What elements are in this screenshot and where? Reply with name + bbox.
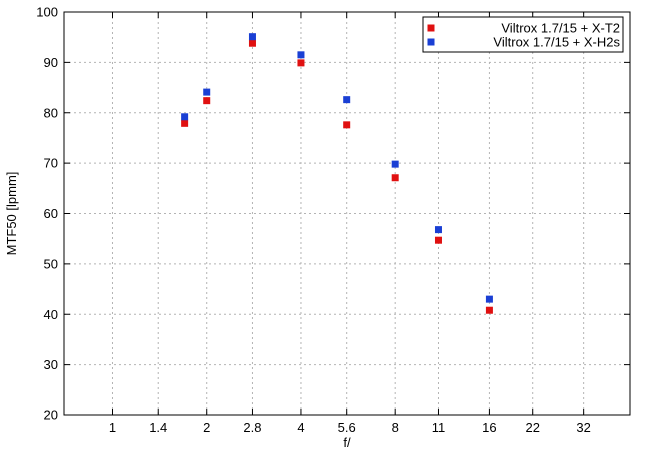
- data-point-series-1: [181, 113, 189, 121]
- y-tick-label: 60: [44, 206, 58, 221]
- x-tick-label: 2: [203, 420, 210, 435]
- x-tick-label: 4: [297, 420, 304, 435]
- y-tick-label: 30: [44, 357, 58, 372]
- data-point-series-1: [297, 51, 305, 59]
- x-tick-label: 1.4: [149, 420, 167, 435]
- data-point-series-0: [203, 97, 211, 105]
- x-tick-label: 5.6: [338, 420, 356, 435]
- data-point-series-0: [391, 174, 399, 182]
- legend-marker-x-t2: [427, 24, 435, 32]
- y-tick-label: 40: [44, 307, 58, 322]
- y-tick-label: 90: [44, 55, 58, 70]
- x-axis-label: f/: [343, 435, 351, 450]
- data-points: [181, 33, 493, 314]
- legend-label-x-t2: Viltrox 1.7/15 + X-T2: [501, 21, 620, 36]
- data-point-series-1: [434, 226, 442, 234]
- x-tick-label: 22: [525, 420, 539, 435]
- legend-marker-x-h2s: [427, 38, 435, 46]
- y-tick-label: 80: [44, 105, 58, 120]
- y-tick-label: 100: [36, 5, 58, 20]
- data-point-series-0: [181, 119, 189, 127]
- x-tick-label: 16: [482, 420, 496, 435]
- x-tick-label: 1: [109, 420, 116, 435]
- data-point-series-1: [485, 295, 493, 303]
- y-tick-label: 20: [44, 408, 58, 423]
- data-point-series-0: [434, 236, 442, 244]
- y-axis-label: MTF50 [lpmm]: [4, 172, 19, 256]
- data-point-series-1: [203, 88, 211, 96]
- data-point-series-0: [297, 59, 305, 67]
- y-tick-label: 50: [44, 256, 58, 271]
- x-tick-label: 2.8: [243, 420, 261, 435]
- y-axis-ticks: 20 30 40 50 60 70 80 90 100: [36, 5, 630, 423]
- legend-label-x-h2s: Viltrox 1.7/15 + X-H2s: [493, 35, 620, 50]
- x-axis-ticks: 1 1.4 2 2.8 4 5.6 8 11 16 22 32: [109, 12, 591, 435]
- plot-frame: [63, 11, 631, 416]
- data-point-series-0: [248, 39, 256, 47]
- data-point-series-1: [391, 160, 399, 168]
- x-tick-label: 32: [576, 420, 590, 435]
- legend: Viltrox 1.7/15 + X-T2 Viltrox 1.7/15 + X…: [422, 16, 624, 53]
- data-point-series-1: [343, 96, 351, 104]
- grid-lines: [64, 12, 630, 415]
- x-tick-label: 11: [432, 420, 446, 435]
- legend-box: [422, 16, 624, 53]
- data-point-series-1: [248, 33, 256, 41]
- x-tick-label: 8: [392, 420, 399, 435]
- data-point-series-0: [485, 306, 493, 314]
- data-point-series-0: [343, 121, 351, 129]
- y-tick-label: 70: [44, 156, 58, 171]
